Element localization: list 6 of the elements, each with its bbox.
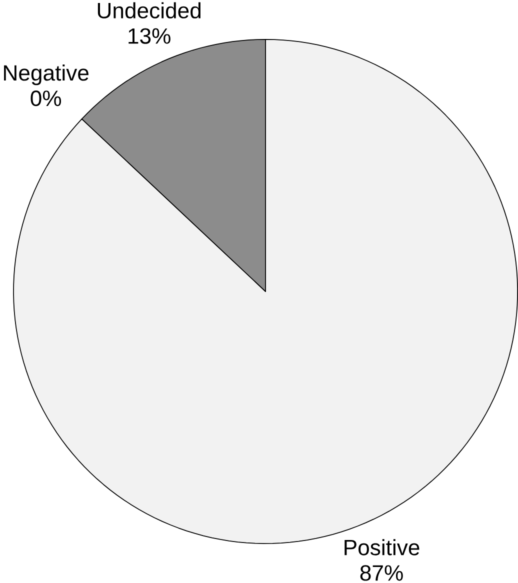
slice-label: Positive <box>344 539 420 556</box>
text: 0% <box>30 90 62 106</box>
slice-label: Undecided <box>98 2 200 18</box>
data-label: 87% <box>360 565 403 581</box>
category-label: Negative <box>4 64 88 86</box>
data-label: 13% <box>128 28 170 44</box>
